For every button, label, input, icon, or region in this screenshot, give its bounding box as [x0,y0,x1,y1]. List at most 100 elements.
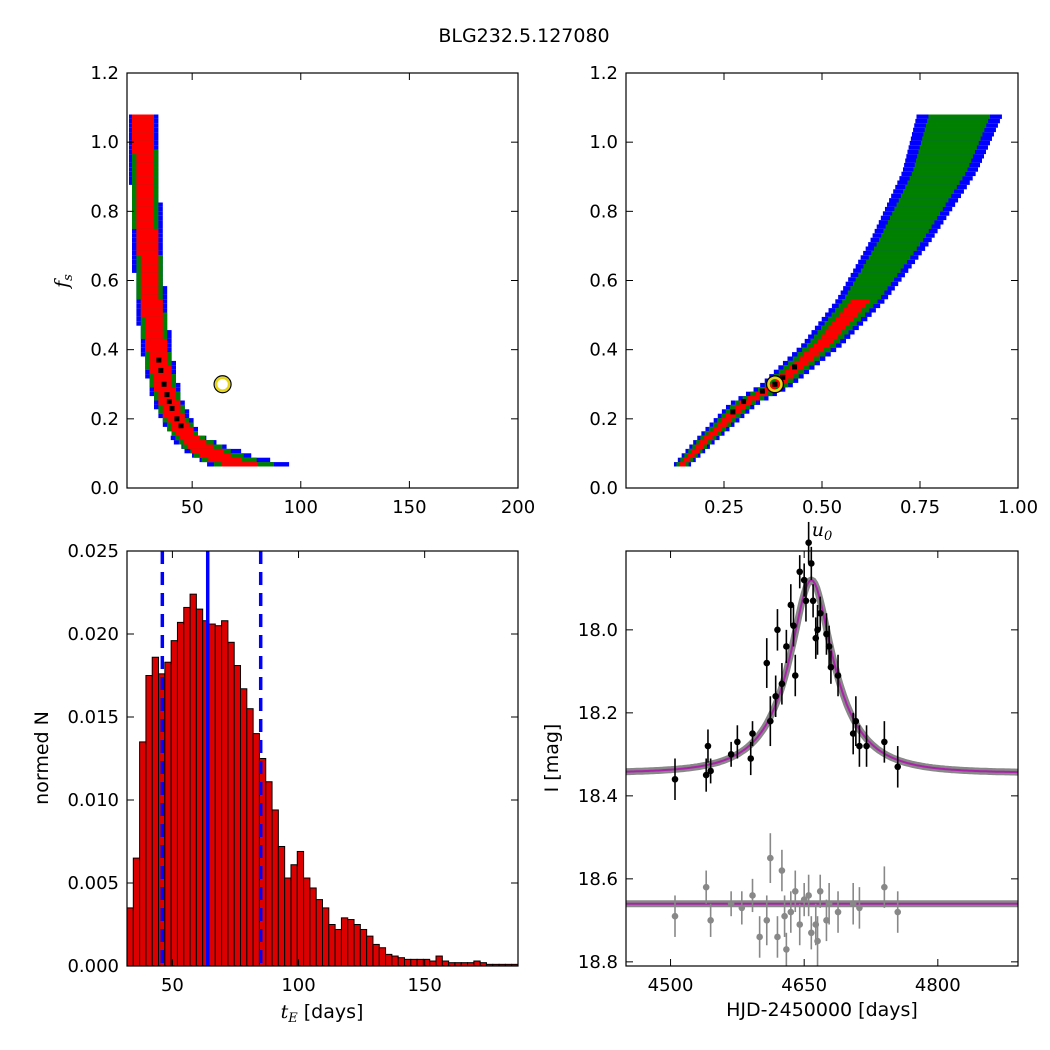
histogram-bar [397,957,405,967]
best-fit-marker-outline [213,375,232,394]
conf-cell [136,206,154,212]
conf-cell [847,290,885,295]
conf-cell [136,158,154,163]
y-tick-label: 0.005 [67,873,119,894]
data-point [849,900,857,908]
histogram-bar [214,625,223,967]
best-cell [164,392,170,398]
histogram-bar [315,899,323,967]
conf-cell [140,290,159,295]
y-axis-label: I [mag] [541,724,563,793]
data-point [702,883,710,891]
y-tick-label: 0.4 [589,340,618,361]
x-axis-label: tE [days] [281,1001,364,1026]
conf-cell [898,198,949,203]
conf-cell [136,162,154,168]
data-point [856,742,863,750]
conf-cell [909,176,963,181]
conf-cell [136,202,154,207]
conf-cell [828,325,846,331]
histogram-bar [240,688,248,967]
histogram-bar [176,621,185,967]
conf-cell [136,228,159,234]
y-tick-label: 0.010 [67,790,119,811]
data-point [863,742,870,750]
histogram-bar [334,928,342,967]
conf-cell [794,360,809,366]
data-point [738,904,746,912]
data-point [749,892,756,899]
histogram-bar [403,958,412,967]
best-cell [178,423,184,429]
conf-cell [183,440,207,445]
y-tick-label: 0.2 [589,409,618,430]
histogram-bar [126,907,134,967]
conf-cell [799,356,814,361]
best-cell [772,381,778,387]
conf-cell [132,145,154,150]
data-point [881,883,888,891]
best-fit-cells [730,364,798,415]
conf-cell [149,352,168,357]
histogram-bar [252,733,260,967]
conf-cell [145,325,163,331]
conf-cell [896,202,946,207]
histogram-bar [139,741,147,967]
data-point [816,609,824,617]
conf-cell [145,338,168,344]
conf-cell [905,184,957,190]
conf-cell [911,171,966,177]
conf-cell [171,426,194,432]
data-point [790,622,797,629]
best-cell [156,357,162,363]
conf-cell [136,171,154,177]
conf-cell [853,281,891,287]
conf-cell [162,409,181,414]
conf-cell [154,378,172,383]
data-point [727,751,735,758]
data-point [763,917,771,924]
data-point [734,738,741,746]
conf-cell [132,127,154,133]
x-tick-label: 150 [407,975,441,996]
conf-cell [136,233,159,238]
conf-cell [873,246,917,251]
conf-cell [691,448,700,454]
y-tick-label: 0.8 [589,201,618,222]
histogram-bar [132,857,141,967]
conf-cell [220,462,258,467]
conf-cell [136,242,159,247]
histogram-bar [416,958,424,967]
conf-cell [136,246,159,251]
x-tick-label: 0.50 [802,497,842,518]
conf-cell [894,206,943,212]
histogram-bar [296,850,305,967]
x-tick-label: 1.00 [998,497,1038,518]
panel-te-fs: 50 100 150 200 0.0 0.2 0.4 0.6 0.8 1.0 1.2 fs [51,63,535,518]
conf-cell [890,215,938,221]
conf-cell [132,118,154,124]
conf-cell [132,114,154,119]
data-point [781,912,788,920]
conf-cell [883,228,929,234]
conf-cell [699,440,708,445]
data-point [852,717,860,725]
histogram-bar [410,958,418,967]
conf-cell [855,277,895,282]
conf-cell [922,136,981,141]
conf-cell [755,391,768,397]
histogram-bar [385,953,393,967]
y-tick-label: 0.0 [589,478,618,499]
conf-cell [140,303,163,309]
conf-cell [145,334,163,339]
best-fit-marker [767,376,783,392]
conf-cell [863,264,904,269]
conf-cell [136,154,154,159]
y-tick-label: 1.0 [589,132,618,153]
conf-cell [136,193,154,199]
data-point [808,929,815,937]
y-tick-label: 1.2 [90,63,119,84]
conf-cell [140,264,159,269]
best-cell [161,381,167,387]
conf-cell [180,435,200,441]
